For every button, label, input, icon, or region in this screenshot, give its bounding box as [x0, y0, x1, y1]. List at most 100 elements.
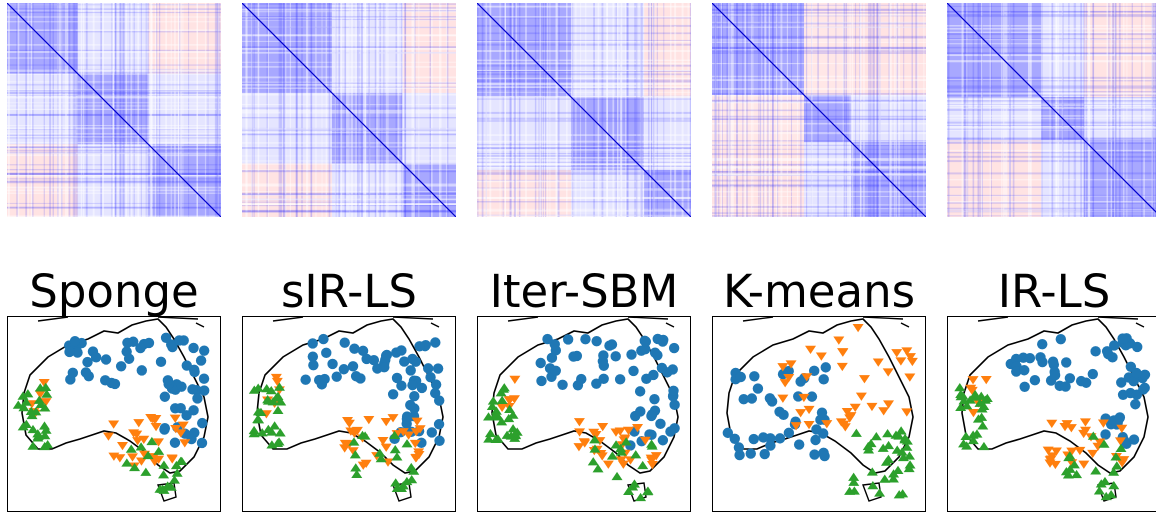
station-point-green	[1108, 480, 1120, 490]
station-point-orange	[855, 392, 867, 401]
station-point-green	[27, 424, 39, 434]
station-point-orange	[632, 424, 644, 433]
station-point-blue	[1080, 377, 1092, 388]
station-point-blue	[339, 337, 350, 348]
station-point-orange	[409, 439, 421, 449]
station-point-blue	[626, 349, 637, 360]
station-point-green	[350, 463, 362, 472]
station-point-orange	[841, 407, 853, 417]
station-point-green	[888, 469, 900, 478]
matrix-block	[402, 3, 456, 93]
station-point-orange	[271, 377, 283, 387]
station-point-blue	[198, 345, 210, 356]
station-point-orange	[904, 373, 916, 382]
coastline	[961, 318, 1149, 474]
station-point-blue	[635, 406, 646, 417]
station-point-blue	[795, 376, 806, 387]
station-point-orange	[602, 460, 614, 469]
station-point-blue	[188, 342, 199, 354]
station-point-orange	[1094, 438, 1106, 447]
station-point-blue	[327, 358, 338, 370]
station-point-orange	[1078, 460, 1090, 469]
station-point-orange	[1074, 446, 1086, 456]
station-point-orange	[351, 426, 363, 436]
station-point-green	[610, 440, 622, 449]
matrix-diagonal	[242, 3, 456, 217]
station-point-blue	[1107, 352, 1118, 363]
station-point-blue	[136, 365, 148, 376]
station-point-green	[498, 383, 510, 392]
station-point-orange	[891, 349, 903, 358]
matrix-block	[7, 144, 78, 217]
station-point-blue	[83, 370, 94, 382]
station-point-green	[157, 484, 169, 493]
matrix-block	[712, 142, 805, 217]
station-point-green	[1090, 466, 1102, 475]
station-point-orange	[803, 420, 815, 430]
station-point-orange	[967, 376, 979, 385]
matrix-block	[804, 142, 852, 217]
station-point-blue	[1131, 367, 1142, 379]
station-point-blue	[198, 373, 210, 384]
station-point-blue	[175, 402, 186, 414]
station-point-orange	[114, 454, 126, 463]
station-point-green	[348, 437, 360, 446]
station-point-green	[142, 450, 154, 460]
station-point-blue	[819, 450, 830, 462]
station-point-blue	[758, 432, 769, 443]
station-point-blue	[557, 379, 568, 390]
station-point-blue	[809, 449, 820, 460]
station-point-blue	[669, 399, 680, 411]
station-point-blue	[793, 391, 804, 402]
station-point-blue	[405, 365, 416, 376]
station-point-orange	[343, 419, 355, 429]
matrix-block	[643, 3, 691, 98]
station-point-blue	[764, 393, 776, 404]
station-point-blue	[536, 375, 547, 387]
station-point-green	[39, 421, 51, 430]
station-point-orange	[588, 428, 600, 438]
station-point-green	[627, 482, 639, 491]
station-point-blue	[591, 335, 602, 347]
station-point-orange	[836, 362, 848, 372]
station-point-green	[1093, 486, 1105, 495]
station-point-orange	[1061, 420, 1073, 429]
station-point-green	[1087, 431, 1099, 440]
station-point-blue	[614, 374, 626, 385]
matrix-block	[712, 95, 805, 143]
station-point-orange	[883, 400, 895, 409]
station-point-green	[125, 444, 137, 453]
station-point-orange	[901, 347, 913, 356]
matrix-block	[947, 139, 1042, 217]
station-point-blue	[610, 351, 621, 362]
station-point-green	[848, 472, 860, 481]
station-point-green	[611, 471, 623, 481]
station-point-blue	[749, 371, 760, 382]
station-point-blue	[738, 394, 749, 405]
station-point-blue	[122, 337, 133, 349]
station-point-green	[620, 437, 632, 446]
station-point-blue	[67, 367, 79, 379]
station-point-green	[490, 406, 502, 415]
station-point-blue	[640, 336, 651, 347]
station-point-green	[589, 444, 601, 453]
station-point-orange	[821, 420, 833, 429]
matrix-block	[148, 3, 221, 74]
station-point-green	[961, 401, 973, 410]
matrix-block	[851, 95, 926, 143]
station-point-green	[901, 436, 913, 445]
matrix-block	[242, 92, 332, 164]
station-point-green	[850, 428, 862, 437]
station-point-blue	[655, 418, 666, 430]
station-point-blue	[90, 352, 102, 363]
station-point-green	[270, 393, 282, 402]
station-point-orange	[777, 363, 789, 372]
station-point-green	[887, 474, 899, 483]
station-point-blue	[598, 350, 609, 361]
station-point-orange	[596, 452, 608, 461]
station-point-blue	[1019, 381, 1030, 392]
station-point-green	[1064, 451, 1076, 460]
coastline	[256, 318, 444, 474]
station-point-green	[27, 441, 39, 450]
station-point-blue	[550, 365, 561, 376]
